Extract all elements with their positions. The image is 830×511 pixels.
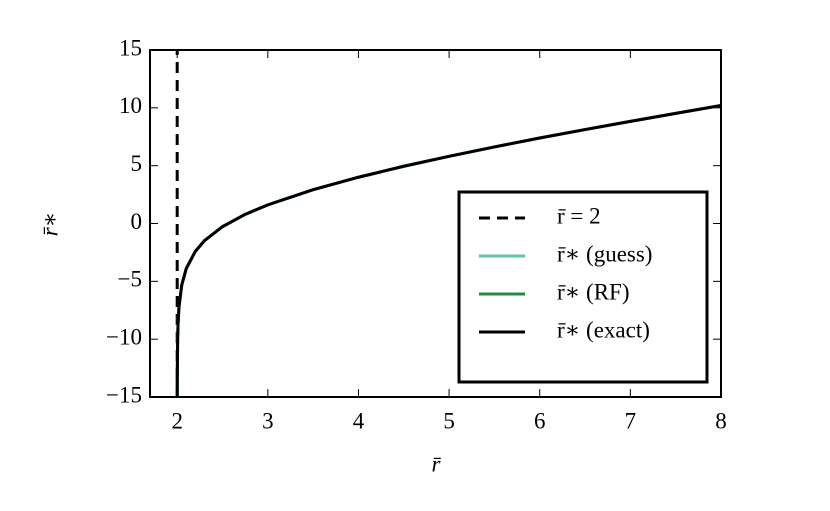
y-tick-label: 5 — [131, 151, 143, 176]
y-tick-label: −5 — [118, 267, 142, 292]
x-tick-label: 3 — [262, 408, 274, 433]
x-tick-label: 2 — [171, 408, 183, 433]
legend-label: r̄∗ (guess) — [557, 241, 652, 266]
x-tick-label: 6 — [534, 408, 546, 433]
y-tick-label: 0 — [131, 209, 143, 234]
y-tick-label: −15 — [106, 382, 142, 407]
y-tick-label: 10 — [119, 93, 142, 118]
legend-label: r̄ = 2 — [557, 203, 601, 228]
plot-frame — [149, 49, 722, 398]
legend-box — [457, 190, 709, 384]
y-tick-label: 15 — [119, 35, 142, 60]
x-axis-label: r̄ — [432, 451, 442, 476]
x-tick-label: 8 — [715, 408, 727, 433]
series-line — [175, 104, 721, 397]
x-tick-label: 7 — [625, 408, 637, 433]
y-tick-label: −10 — [106, 324, 142, 349]
x-tick-label: 5 — [443, 408, 455, 433]
legend-label: r̄∗ (exact) — [557, 317, 650, 342]
x-tick-label: 4 — [353, 408, 365, 433]
legend-label: r̄∗ (RF) — [557, 279, 630, 304]
y-axis-label: r̄∗ — [37, 212, 62, 237]
